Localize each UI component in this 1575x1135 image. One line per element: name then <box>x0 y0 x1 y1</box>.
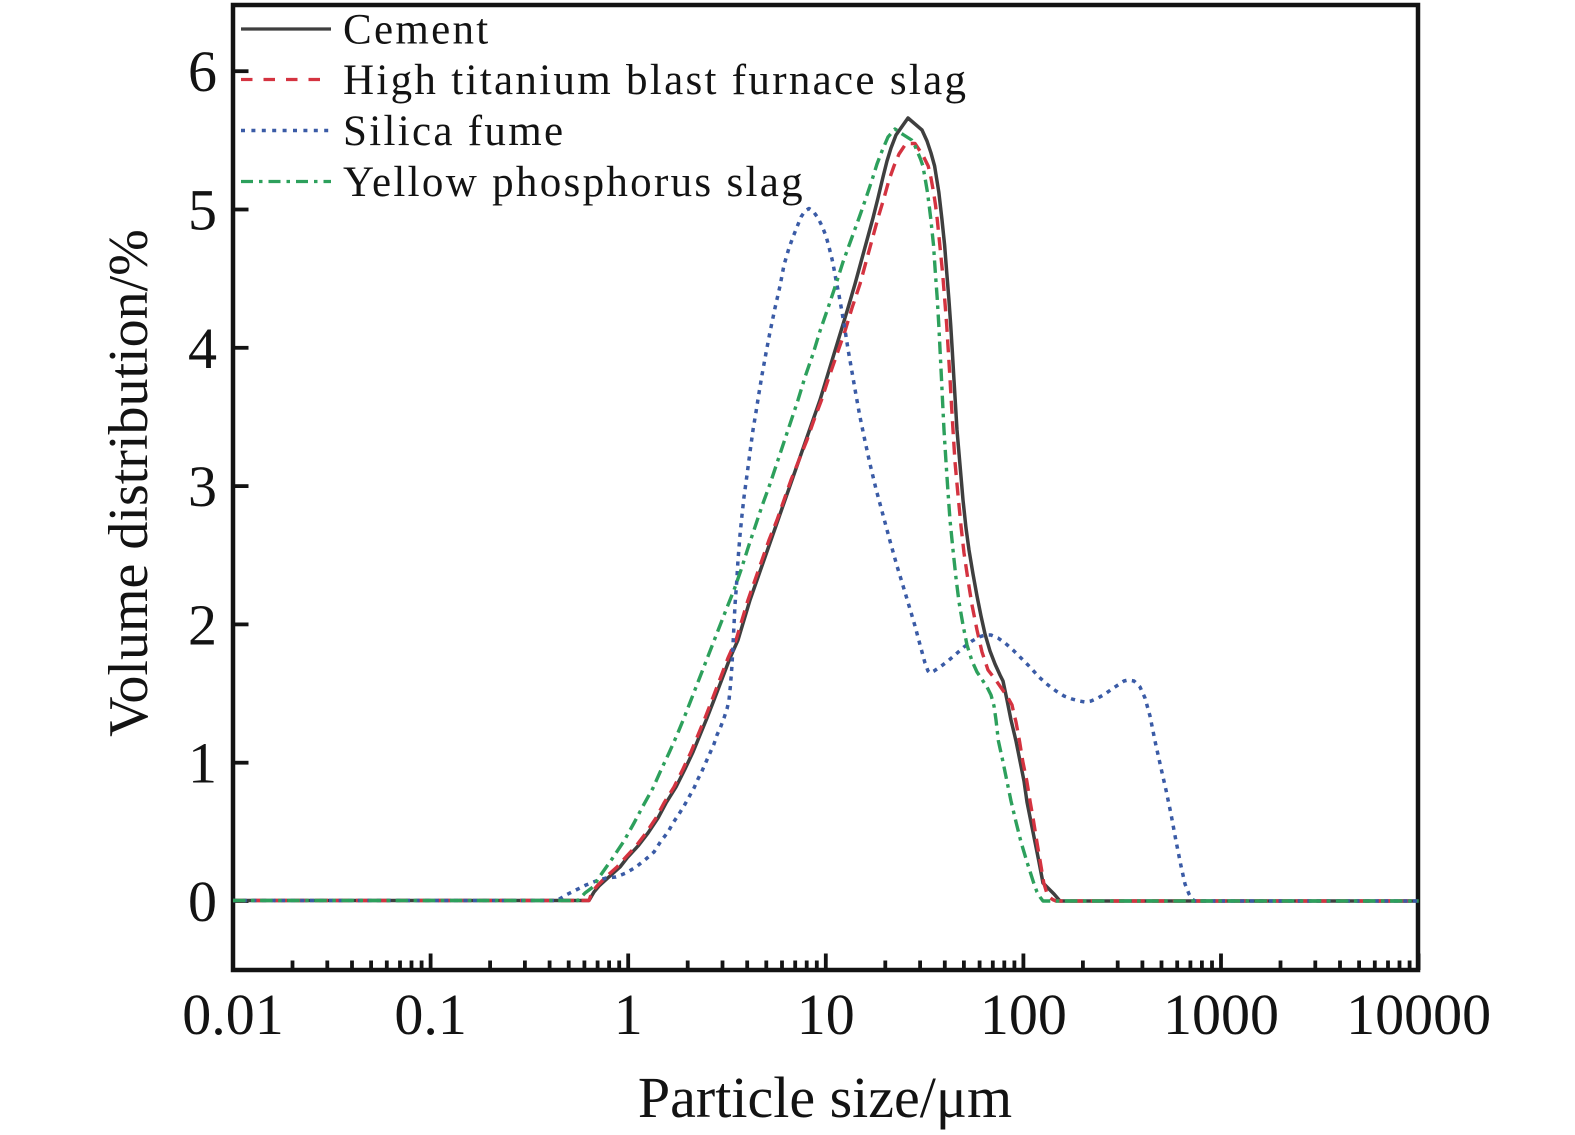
svg-text:10000: 10000 <box>1346 982 1491 1047</box>
svg-text:10: 10 <box>797 982 855 1047</box>
svg-text:High titanium blast furnace sl: High titanium blast furnace slag <box>343 57 968 104</box>
svg-text:0.01: 0.01 <box>182 982 284 1047</box>
svg-text:5: 5 <box>188 178 217 243</box>
svg-text:4: 4 <box>188 316 217 381</box>
svg-text:6: 6 <box>188 39 217 104</box>
svg-text:1: 1 <box>188 731 217 796</box>
svg-text:1000: 1000 <box>1163 982 1279 1047</box>
svg-text:Silica fume: Silica fume <box>343 108 565 155</box>
svg-text:0.1: 0.1 <box>394 982 467 1047</box>
svg-text:Particle size/μm: Particle size/μm <box>638 1065 1012 1130</box>
svg-text:Cement: Cement <box>343 7 491 54</box>
svg-text:Yellow phosphorus slag: Yellow phosphorus slag <box>343 159 805 206</box>
svg-text:3: 3 <box>188 454 217 519</box>
svg-text:2: 2 <box>188 592 217 657</box>
svg-text:0: 0 <box>188 869 217 934</box>
svg-text:1: 1 <box>614 982 643 1047</box>
svg-text:100: 100 <box>980 982 1067 1047</box>
svg-text:Volume distribution/%: Volume distribution/% <box>98 229 160 737</box>
